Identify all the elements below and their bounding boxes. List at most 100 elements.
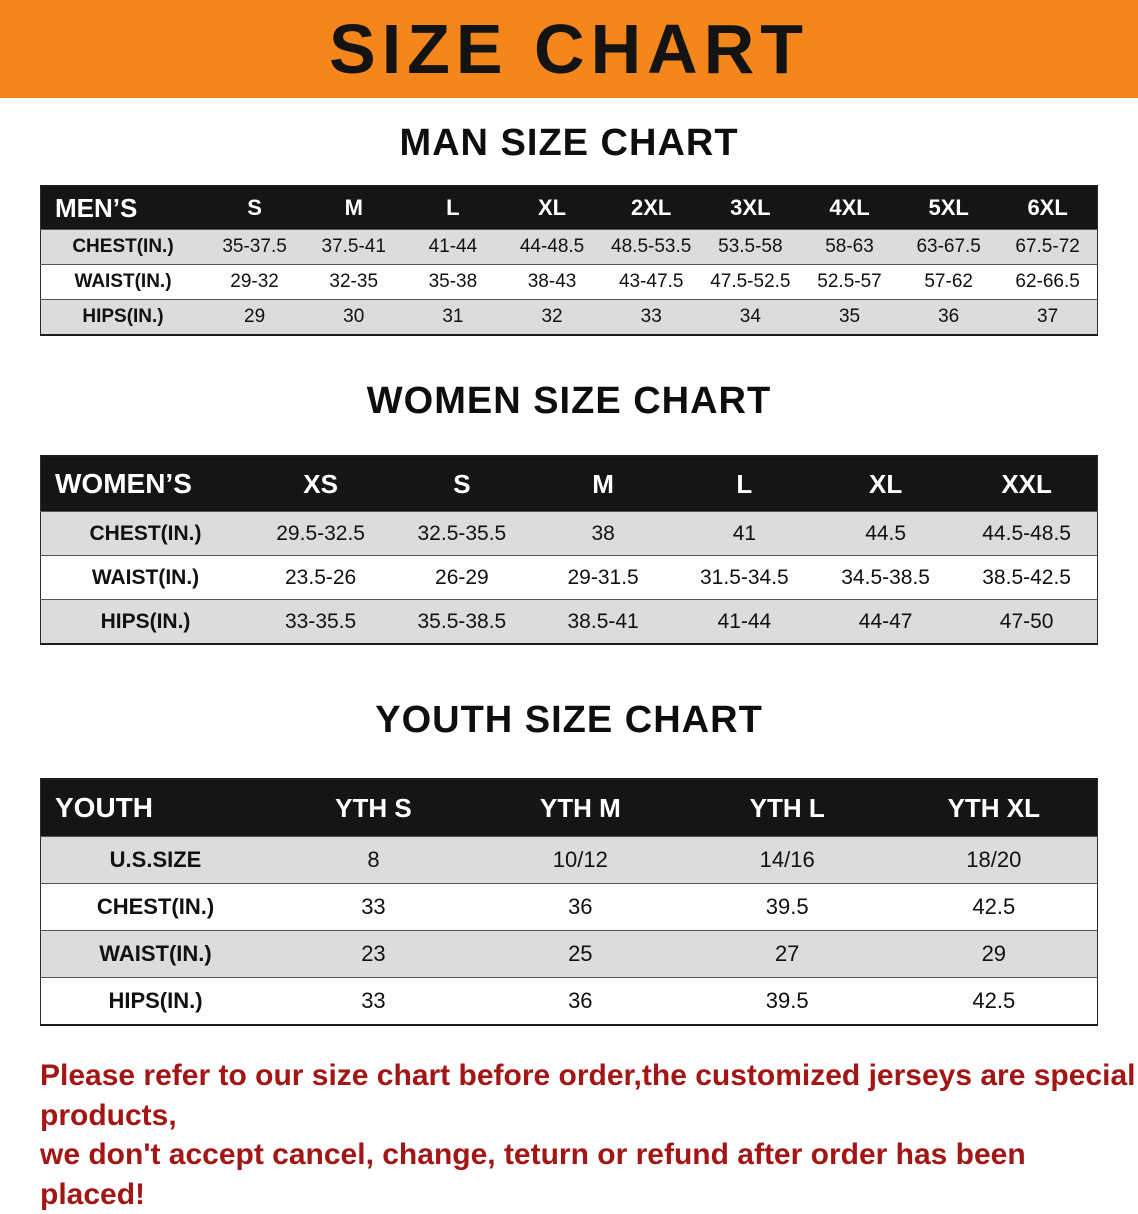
size-column-header: YTH XL — [890, 779, 1098, 837]
size-column-header: 2XL — [601, 186, 701, 230]
value-cell: 8 — [270, 836, 477, 884]
value-cell: 36 — [476, 977, 684, 1025]
men-size-section: MAN SIZE CHART MEN’S S M L XL 2XL 3XL 4XL 5XL 6XL… — [0, 122, 1138, 336]
table-row: HIPS(IN.) 29 30 31 32 33 34 35 36 37 — [40, 299, 1098, 335]
value-cell: 38-43 — [502, 264, 602, 300]
size-column-header: 3XL — [700, 186, 800, 230]
table-title-cell: WOMEN’S — [40, 456, 250, 512]
youth-section-title: YOUTH SIZE CHART — [375, 699, 763, 741]
value-cell: 23 — [270, 930, 477, 978]
youth-size-table: YOUTH YTH S YTH M YTH L YTH XL U.S.SIZE 8 10/12… — [40, 778, 1098, 1026]
disclaimer-line-1: Please refer to our size chart before or… — [40, 1059, 1136, 1132]
value-cell: 31 — [403, 299, 503, 335]
men-section-title: MAN SIZE CHART — [399, 122, 739, 164]
value-cell: 34 — [700, 299, 800, 335]
value-cell: 32-35 — [304, 264, 404, 300]
size-column-header: 5XL — [899, 186, 999, 230]
size-column-header: XS — [250, 456, 392, 512]
table-row: HIPS(IN.) 33-35.5 35.5-38.5 38.5-41 41-44 44-… — [40, 599, 1098, 644]
size-column-header: S — [205, 186, 305, 230]
table-row: WAIST(IN.) 23.5-26 26-29 29-31.5 31.5-34.5 34… — [40, 555, 1098, 600]
value-cell: 38.5-42.5 — [956, 555, 1098, 600]
value-cell: 53.5-58 — [700, 229, 800, 265]
row-label-cell: WAIST(IN.) — [40, 264, 205, 300]
value-cell: 58-63 — [799, 229, 900, 265]
value-cell: 23.5-26 — [250, 555, 392, 600]
size-chart-banner: SIZE CHART — [0, 0, 1138, 98]
value-cell: 25 — [476, 930, 684, 978]
header-row: MEN’S S M L XL 2XL 3XL 4XL 5XL 6XL — [40, 186, 1098, 230]
value-cell: 30 — [304, 299, 404, 335]
value-cell: 35-37.5 — [205, 229, 305, 265]
table-row: CHEST(IN.) 33 36 39.5 42.5 — [40, 883, 1098, 931]
value-cell: 42.5 — [890, 883, 1098, 931]
value-cell: 32.5-35.5 — [391, 511, 533, 556]
value-cell: 38.5-41 — [532, 599, 674, 644]
value-cell: 35.5-38.5 — [391, 599, 533, 644]
size-column-header: M — [532, 456, 674, 512]
table-row: WAIST(IN.) 29-32 32-35 35-38 38-43 43-47.5 47.… — [40, 264, 1098, 300]
women-size-section: WOMEN SIZE CHART WOMEN’S XS S M L XL XXL CHEST(… — [0, 380, 1138, 645]
value-cell: 27 — [683, 930, 891, 978]
value-cell: 33 — [270, 977, 477, 1025]
youth-size-section: YOUTH SIZE CHART YOUTH YTH S YTH M YTH L YTH… — [0, 699, 1138, 1026]
value-cell: 26-29 — [391, 555, 533, 600]
size-column-header: XL — [502, 186, 602, 230]
value-cell: 57-62 — [899, 264, 999, 300]
value-cell: 29.5-32.5 — [250, 511, 392, 556]
value-cell: 36 — [899, 299, 999, 335]
table-title-cell: MEN’S — [40, 186, 205, 230]
table-row: CHEST(IN.) 35-37.5 37.5-41 41-44 44-48.5 48.5… — [40, 229, 1098, 265]
value-cell: 41 — [673, 511, 815, 556]
size-column-header: 4XL — [799, 186, 900, 230]
size-column-header: YTH M — [476, 779, 684, 837]
row-label-cell: HIPS(IN.) — [40, 299, 205, 335]
header-row: YOUTH YTH S YTH M YTH L YTH XL — [40, 779, 1098, 837]
disclaimer-line-2: we don't accept cancel, change, teturn o… — [40, 1138, 1026, 1211]
value-cell: 44.5-48.5 — [956, 511, 1098, 556]
value-cell: 29-31.5 — [532, 555, 674, 600]
size-column-header: YTH L — [683, 779, 891, 837]
table-row: U.S.SIZE 8 10/12 14/16 18/20 — [40, 836, 1098, 884]
size-column-header: 6XL — [998, 186, 1098, 230]
value-cell: 41-44 — [403, 229, 503, 265]
value-cell: 33-35.5 — [250, 599, 392, 644]
value-cell: 36 — [476, 883, 684, 931]
value-cell: 35-38 — [403, 264, 503, 300]
size-column-header: XXL — [956, 456, 1098, 512]
page-title: SIZE CHART — [329, 10, 809, 88]
value-cell: 18/20 — [890, 836, 1098, 884]
value-cell: 48.5-53.5 — [601, 229, 701, 265]
value-cell: 44-48.5 — [502, 229, 602, 265]
row-label-cell: CHEST(IN.) — [40, 883, 270, 931]
value-cell: 39.5 — [683, 977, 891, 1025]
value-cell: 10/12 — [476, 836, 684, 884]
value-cell: 35 — [799, 299, 900, 335]
row-label-cell: U.S.SIZE — [40, 836, 270, 884]
value-cell: 43-47.5 — [601, 264, 701, 300]
value-cell: 47.5-52.5 — [700, 264, 800, 300]
value-cell: 33 — [601, 299, 701, 335]
row-label-cell: WAIST(IN.) — [40, 930, 270, 978]
value-cell: 29 — [890, 930, 1098, 978]
value-cell: 44.5 — [815, 511, 957, 556]
value-cell: 52.5-57 — [799, 264, 900, 300]
table-row: HIPS(IN.) 33 36 39.5 42.5 — [40, 977, 1098, 1025]
value-cell: 33 — [270, 883, 477, 931]
size-column-header: XL — [815, 456, 957, 512]
row-label-cell: HIPS(IN.) — [40, 977, 270, 1025]
table-row: CHEST(IN.) 29.5-32.5 32.5-35.5 38 41 44.5 44.5… — [40, 511, 1098, 556]
size-column-header: YTH S — [270, 779, 477, 837]
value-cell: 29 — [205, 299, 305, 335]
value-cell: 42.5 — [890, 977, 1098, 1025]
row-label-cell: WAIST(IN.) — [40, 555, 250, 600]
value-cell: 44-47 — [815, 599, 957, 644]
size-column-header: S — [391, 456, 533, 512]
size-column-header: M — [304, 186, 404, 230]
table-row: WAIST(IN.) 23 25 27 29 — [40, 930, 1098, 978]
value-cell: 37.5-41 — [304, 229, 404, 265]
size-column-header: L — [673, 456, 815, 512]
disclaimer-text: Please refer to our size chart before or… — [40, 1056, 1138, 1214]
value-cell: 39.5 — [683, 883, 891, 931]
value-cell: 41-44 — [673, 599, 815, 644]
